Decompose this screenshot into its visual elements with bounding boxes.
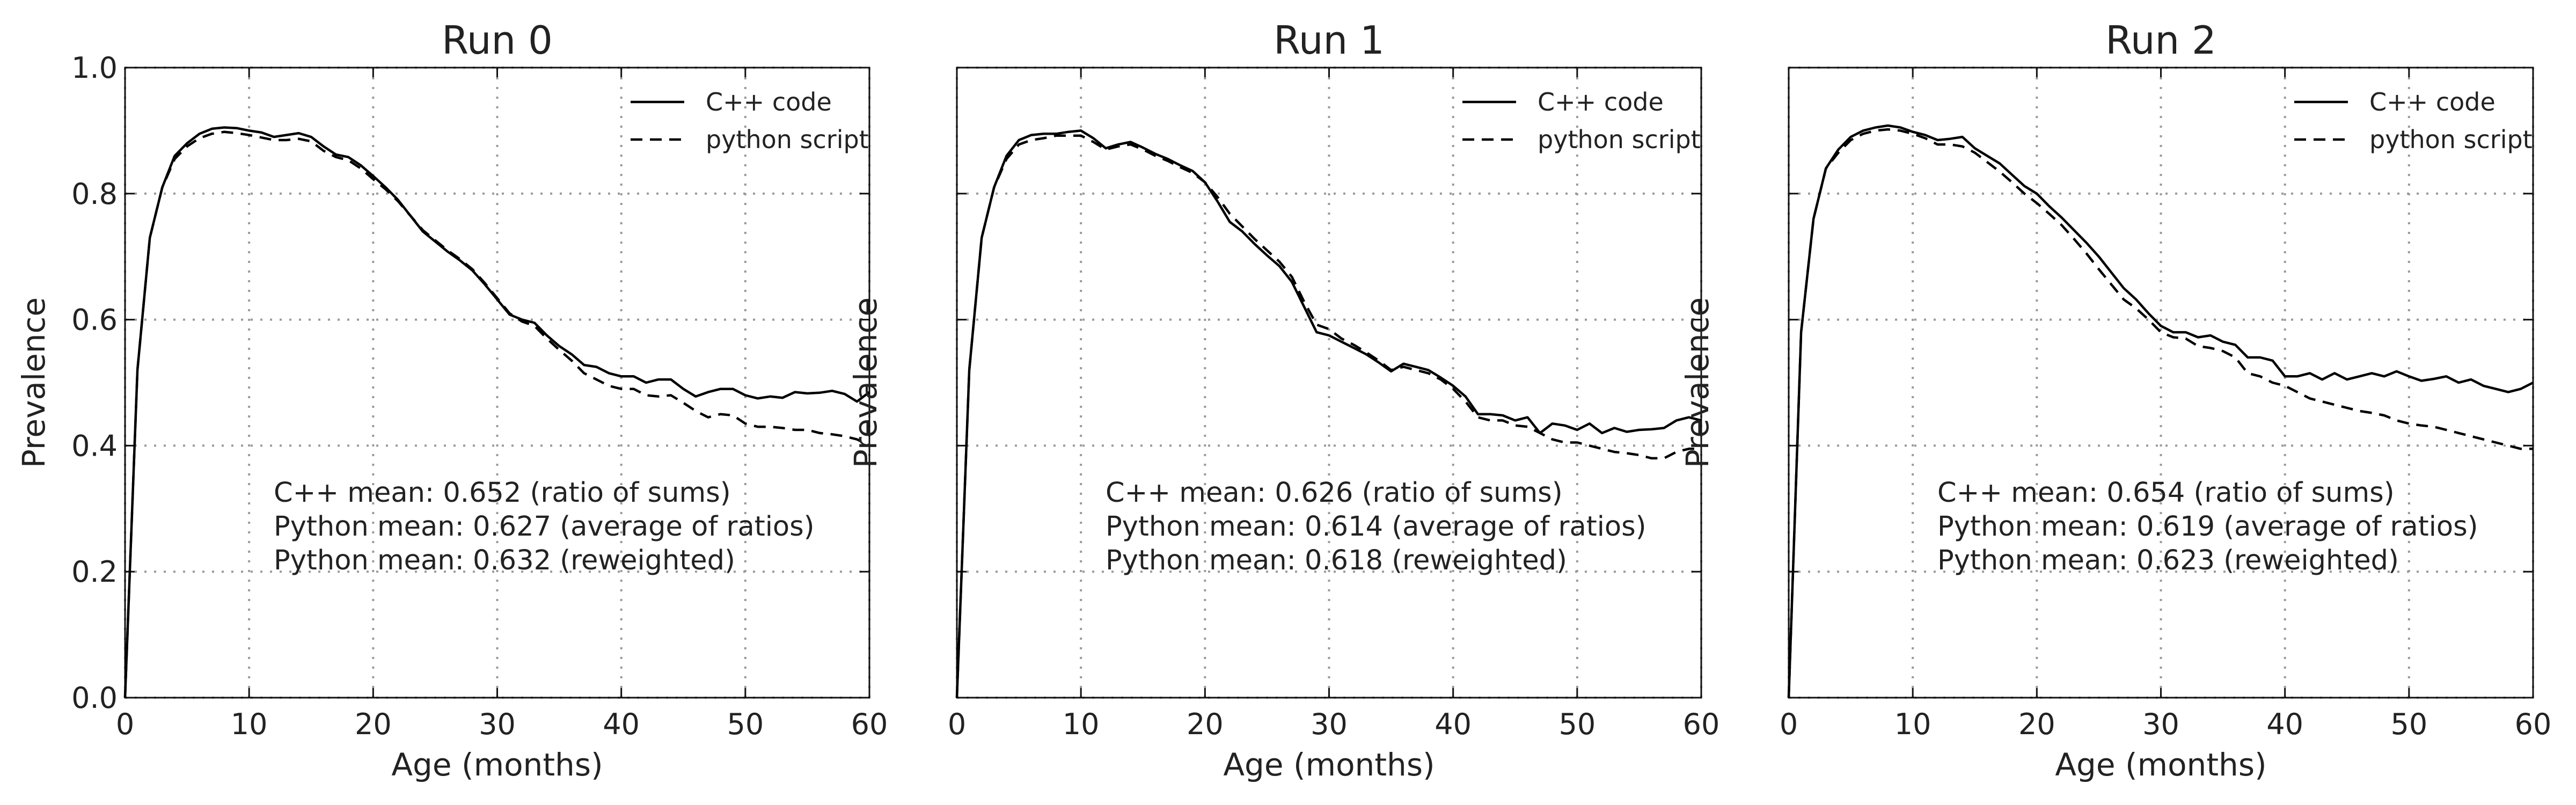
legend-label: C++ code: [706, 87, 832, 116]
x-tick-label: 0: [1780, 707, 1798, 741]
x-tick-label: 30: [1311, 707, 1348, 741]
legend: C++ code python script: [1462, 87, 1701, 154]
x-tick-label: 50: [1558, 707, 1596, 741]
x-tick-label: 0: [116, 707, 134, 741]
x-axis-label: Age (months): [391, 747, 603, 783]
x-tick-label: 40: [1435, 707, 1472, 741]
y-tick-label: 0.8: [71, 177, 118, 211]
x-tick-label: 20: [355, 707, 392, 741]
legend-label: python script: [2369, 125, 2533, 154]
y-axis-label: Prevalence: [16, 297, 52, 468]
annotation-text: C++ mean: 0.626 (ratio of sums): [1106, 477, 1563, 509]
plot-frame: [956, 67, 1702, 699]
annotation-text: Python mean: 0.632 (reweighted): [274, 545, 735, 576]
y-tick-label: 0.6: [71, 303, 118, 337]
x-tick-label: 10: [1894, 707, 1931, 741]
x-tick-label: 50: [727, 707, 764, 741]
annotation-text: Python mean: 0.623 (reweighted): [1937, 545, 2399, 576]
x-tick-label: 20: [1187, 707, 1224, 741]
grid: [1788, 67, 2534, 699]
y-tick-label: 0.0: [71, 681, 118, 715]
y-tick-label: 0.4: [71, 429, 118, 463]
x-tick-label: 40: [603, 707, 640, 741]
x-tick-label: 30: [2142, 707, 2179, 741]
y-tick-label: 0.2: [71, 555, 118, 589]
x-tick-label: 40: [2266, 707, 2303, 741]
plot-frame: [124, 67, 870, 699]
legend: C++ code python script: [2294, 87, 2533, 154]
annotation-text: Python mean: 0.614 (average of ratios): [1106, 511, 1646, 543]
x-axis-label: Age (months): [1223, 747, 1435, 783]
y-axis-label: Prevalence: [1679, 297, 1716, 468]
legend-label: C++ code: [1538, 87, 1664, 116]
x-tick-label: 60: [2515, 707, 2552, 741]
legend-label: python script: [1538, 125, 1701, 154]
grid: [124, 67, 870, 699]
panel-2: 0 10 20 30 40 50 60 Run 2 Age (months) Prevalence…: [1679, 18, 2551, 783]
x-tick-label: 10: [1063, 707, 1100, 741]
annotation-text: C++ mean: 0.654 (ratio of sums): [1937, 477, 2395, 509]
annotation-text: Python mean: 0.618 (reweighted): [1106, 545, 1567, 576]
series-line-cpp-code: [955, 129, 1702, 698]
y-tick-label: 1.0: [71, 51, 118, 85]
panel-0: 0 10 20 30 40 50 60 0.0 0.2 0.4 0.6 0.8 1.0 Run 0 Age …: [16, 18, 888, 783]
grid: [956, 67, 1702, 699]
x-tick-label: 10: [231, 707, 268, 741]
plot-frame: [1788, 67, 2534, 699]
x-tick-label: 30: [479, 707, 516, 741]
x-tick-label: 50: [2390, 707, 2427, 741]
legend: C++ code python script: [631, 87, 869, 154]
panel-1: 0 10 20 30 40 50 60 Run 1 Age (months) Prevalence…: [847, 18, 1719, 783]
chart-title: Run 0: [442, 18, 553, 63]
series-line-python-script: [955, 134, 1701, 698]
chart-title: Run 1: [1274, 18, 1385, 63]
x-tick-label: 60: [1683, 707, 1720, 741]
x-tick-label: 60: [851, 707, 888, 741]
series-line-cpp-code: [1787, 124, 2534, 698]
annotation-text: Python mean: 0.627 (average of ratios): [274, 511, 815, 543]
chart-title: Run 2: [2105, 18, 2216, 63]
x-axis-label: Age (months): [2055, 747, 2266, 783]
series-line-python-script: [123, 130, 870, 698]
x-tick-label: 20: [2018, 707, 2055, 741]
y-axis-label: Prevalence: [847, 297, 884, 468]
legend-label: C++ code: [2369, 87, 2496, 116]
annotation-text: C++ mean: 0.652 (ratio of sums): [274, 477, 731, 509]
legend-label: python script: [706, 125, 869, 154]
annotation-text: Python mean: 0.619 (average of ratios): [1937, 511, 2478, 543]
x-tick-label: 0: [948, 707, 966, 741]
